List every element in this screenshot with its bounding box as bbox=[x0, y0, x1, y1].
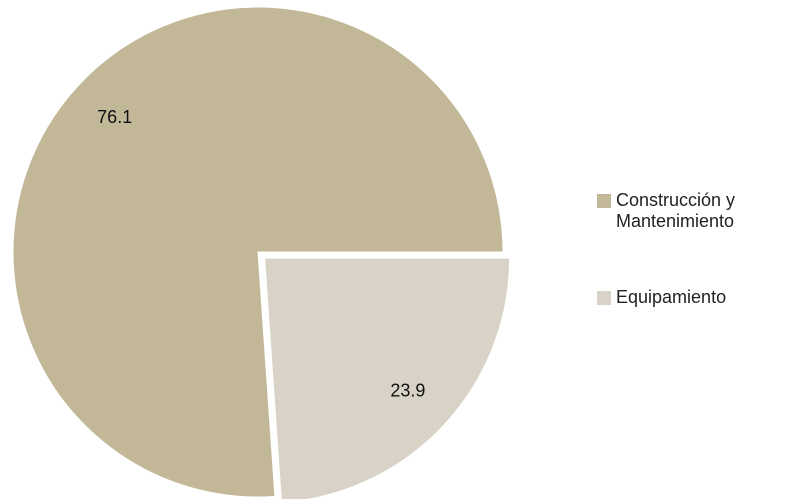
data-label: 76.1 bbox=[97, 107, 132, 127]
legend-item: Construcción y Mantenimiento bbox=[597, 190, 796, 232]
legend-swatch bbox=[597, 291, 611, 305]
legend-swatch bbox=[597, 194, 611, 208]
pie-slice bbox=[264, 257, 511, 499]
pie-slice bbox=[12, 6, 504, 498]
data-label: 23.9 bbox=[390, 381, 425, 401]
legend-label: Equipamiento bbox=[616, 287, 727, 307]
legend-label: Construcción y Mantenimiento bbox=[616, 190, 736, 231]
legend-item: Equipamiento bbox=[597, 287, 796, 308]
